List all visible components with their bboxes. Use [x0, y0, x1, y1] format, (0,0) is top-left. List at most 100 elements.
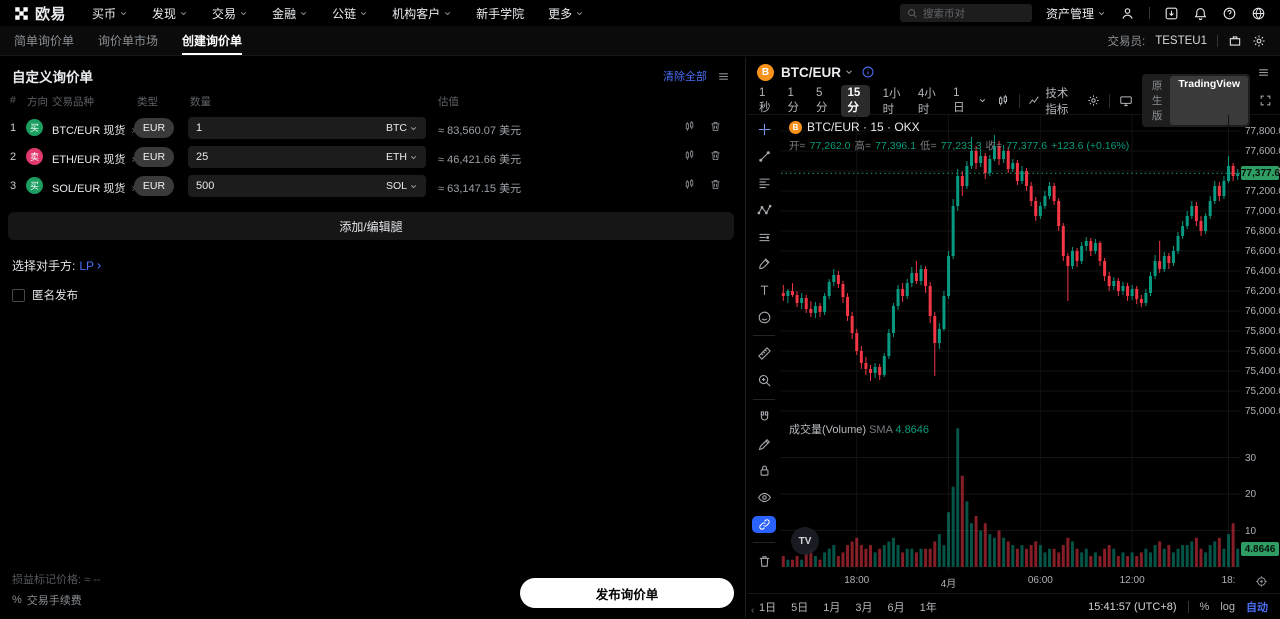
quantity-value: 25 [196, 151, 208, 163]
pair-selector[interactable]: ETH/EUR 现货 [52, 151, 138, 167]
menu-icon[interactable] [717, 70, 730, 83]
unit-selector[interactable]: BTC [386, 122, 418, 134]
tab-简单询价单[interactable]: 简单询价单 [14, 26, 74, 55]
symbol-selector[interactable]: BTC/EUR [781, 65, 854, 80]
fib-retracement-icon[interactable] [752, 175, 776, 193]
brush-icon[interactable] [752, 255, 776, 273]
nav-item-发现[interactable]: 发现 [152, 5, 188, 22]
settings-gear-icon[interactable] [1252, 34, 1266, 48]
nav-item-金融[interactable]: 金融 [272, 5, 308, 22]
range-3月[interactable]: 3月 [855, 599, 872, 615]
type-pill[interactable]: EUR [134, 147, 174, 167]
info-icon[interactable] [861, 65, 875, 79]
asset-management-menu[interactable]: 资产管理 [1046, 5, 1106, 22]
candle-style-icon[interactable] [996, 94, 1010, 108]
crosshair-icon[interactable] [752, 121, 776, 139]
auto-scale-button[interactable]: 自动 [1246, 599, 1268, 615]
download-app-icon[interactable] [1164, 6, 1179, 21]
timeframe-15分[interactable]: 15分 [841, 85, 870, 117]
nav-item-机构客户[interactable]: 机构客户 [392, 5, 452, 22]
range-1月[interactable]: 1月 [823, 599, 840, 615]
price-tick: 77,800.0 [1245, 126, 1280, 137]
candlestick-icon[interactable] [683, 178, 696, 191]
export-icon[interactable] [1228, 34, 1242, 48]
chart-settings-gear-icon[interactable] [1087, 94, 1100, 107]
pair-selector[interactable]: SOL/EUR 现货 [52, 180, 138, 196]
timeframe-1秒[interactable]: 1秒 [755, 85, 775, 117]
percent-scale-button[interactable]: % [1200, 601, 1210, 613]
ruler-icon[interactable] [752, 345, 776, 363]
counterparty-link[interactable]: LP [79, 259, 104, 273]
panel-divider[interactable] [742, 57, 746, 618]
remove-drawings-trash-icon[interactable] [752, 552, 776, 570]
nav-item-新手学院[interactable]: 新手学院 [476, 5, 524, 22]
unit-selector[interactable]: ETH [386, 151, 418, 163]
volume-legend: 成交量(Volume) SMA 4.8646 [789, 421, 929, 437]
price-axis[interactable]: 77,800.077,600.077,400.077,200.077,000.0… [1240, 115, 1280, 571]
type-pill[interactable]: EUR [134, 118, 174, 138]
pair-selector[interactable]: BTC/EUR 现货 [52, 122, 138, 138]
tab-询价单市场[interactable]: 询价单市场 [98, 26, 158, 55]
chevron-down-icon [299, 9, 308, 18]
range-5日[interactable]: 5日 [791, 599, 808, 615]
trash-icon[interactable] [709, 178, 722, 191]
notifications-bell-icon[interactable] [1193, 6, 1208, 21]
range-1年[interactable]: 1年 [920, 599, 937, 615]
type-pill[interactable]: EUR [134, 176, 174, 196]
scroll-to-now-icon[interactable] [1255, 575, 1268, 588]
help-icon[interactable] [1222, 6, 1237, 21]
log-scale-button[interactable]: log [1220, 601, 1235, 613]
add-edit-leg-button[interactable]: 添加/编辑腿 [8, 212, 734, 240]
clear-all-link[interactable]: 清除全部 [663, 68, 707, 84]
trendline-icon[interactable] [752, 148, 776, 166]
xabcd-pattern-icon[interactable] [752, 201, 776, 219]
magnet-icon[interactable] [752, 408, 776, 426]
search-input[interactable]: 搜索币对 [900, 4, 1032, 22]
interval-chevron-icon[interactable] [978, 96, 987, 105]
timeframe-5分[interactable]: 5分 [812, 85, 832, 117]
timeframe-1小时[interactable]: 1小时 [879, 83, 905, 119]
anonymous-checkbox[interactable] [12, 289, 25, 302]
emoji-icon[interactable] [752, 308, 776, 326]
nav-item-买币[interactable]: 买币 [92, 5, 128, 22]
nav-item-更多[interactable]: 更多 [548, 5, 584, 22]
display-icon[interactable] [1119, 94, 1133, 108]
lock-icon[interactable] [752, 462, 776, 480]
fullscreen-icon[interactable] [1259, 94, 1272, 107]
unit-selector[interactable]: SOL [386, 180, 418, 192]
long-position-icon[interactable] [752, 228, 776, 246]
nav-item-交易[interactable]: 交易 [212, 5, 248, 22]
sync-link-icon[interactable] [752, 516, 776, 534]
tradingview-logo[interactable]: TV [791, 527, 819, 555]
divider [1109, 94, 1110, 108]
range-1日[interactable]: 1日 [759, 599, 776, 615]
user-icon[interactable] [1120, 6, 1135, 21]
timeframe-1日[interactable]: 1日 [949, 85, 969, 117]
nav-item-公链[interactable]: 公链 [332, 5, 368, 22]
leg-index: 2 [10, 151, 16, 163]
candlestick-icon[interactable] [683, 120, 696, 133]
globe-language-icon[interactable] [1251, 6, 1266, 21]
text-tool-icon[interactable] [752, 282, 776, 300]
indicators-button[interactable]: 技术指标 [1028, 85, 1078, 117]
trash-icon[interactable] [709, 149, 722, 162]
timeframe-4小时[interactable]: 4小时 [914, 83, 940, 119]
quantity-input[interactable]: 25 ETH [188, 146, 426, 168]
trash-icon[interactable] [709, 120, 722, 133]
timeframe-1分[interactable]: 1分 [784, 85, 804, 117]
range-6月[interactable]: 6月 [888, 599, 905, 615]
hide-drawings-eye-icon[interactable] [752, 489, 776, 507]
candlestick-icon[interactable] [683, 149, 696, 162]
tab-创建询价单[interactable]: 创建询价单 [182, 26, 242, 55]
okx-logo[interactable]: 欧易 [14, 3, 66, 24]
lock-drawings-icon[interactable] [752, 435, 776, 453]
zoom-in-icon[interactable] [752, 372, 776, 390]
chart-menu-icon[interactable] [1257, 66, 1270, 79]
publish-rfq-button[interactable]: 发布询价单 [520, 578, 734, 608]
time-tick: 06:00 [1028, 575, 1053, 586]
divider [1217, 35, 1218, 47]
